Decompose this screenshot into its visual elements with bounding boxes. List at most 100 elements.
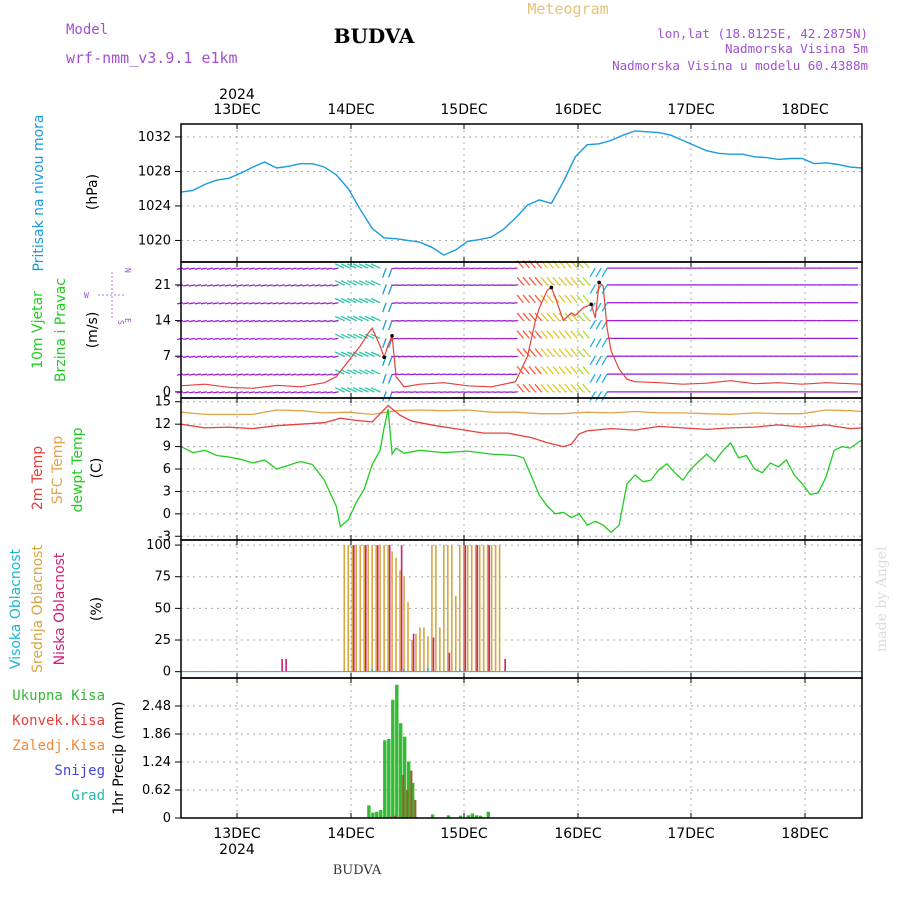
wind-arrow [346,333,357,339]
wind-arrow [439,302,446,304]
wind-arrow [352,387,363,393]
wind-arrow [511,391,518,394]
wind-arrow [534,365,542,375]
wind-arrow [242,284,249,287]
wind-arrow [528,365,536,375]
bottom-year-label: 2024 [219,842,255,858]
wind-arrow [358,315,369,322]
wind-arrow [481,373,488,376]
wind-arrow [176,302,184,305]
wind-arrow [387,302,393,313]
wind-arrow [206,319,213,323]
wind-arrow [340,387,351,393]
wind-arrow [308,391,315,394]
bottom-date-label: 14DEC [327,826,374,842]
wind-arrow [308,284,315,287]
wind-arrow [224,319,231,323]
wind-arrow [212,391,219,394]
wind-arrow [334,280,345,286]
wind-arrow [387,356,393,366]
wind-arrow [290,373,297,376]
wind-arrow [272,337,279,341]
wind-arrow [558,294,566,304]
wind-arrow [182,319,190,323]
wind-arrow [176,391,184,394]
panel-pressure: 1020 1024 1028 1032 [138,124,863,262]
wind-arrow [248,373,255,376]
wind-arrow [314,337,321,341]
wind-arrow [308,337,315,341]
wind-arrow [570,312,578,321]
wind-arrow [334,263,345,269]
wind-arrow [260,267,267,270]
wind-arrow [445,302,452,304]
wind-arrow [194,391,202,394]
precip-bar [458,815,463,818]
wind-arrow [218,284,225,287]
wind-arrow [570,383,578,393]
wind-arrow [540,330,548,339]
wind-arrow [242,267,249,270]
wind-arrow [511,355,518,358]
wind-arrow [176,355,184,358]
wind-arrow [200,284,208,287]
wind-arrow [552,365,560,375]
wind-arrow [346,263,357,269]
wind-arrow [248,319,255,323]
wind-arrow [278,284,285,287]
wind-arrow [272,284,279,287]
panel-temperature: -3 0 3 6 9 12 15 [154,395,863,544]
wind-arrow [511,373,518,376]
wind-arrow [248,302,255,305]
wind-arrow [499,373,506,376]
y-tick-label: 15 [154,395,171,410]
precip-bar [446,815,451,818]
wind-arrow [302,284,309,287]
y-tick-label: 0.62 [142,783,171,798]
precip-bar [486,811,490,818]
wind-arrow [493,302,500,304]
precip-bar [410,770,413,818]
wind-arrow [552,312,560,321]
wind-arrow [387,284,393,295]
y-tick-label: 9 [163,440,171,455]
wind-arrow [224,337,231,341]
wind-arrow [582,312,590,321]
wind-arrow [260,319,267,323]
wind-arrow [445,373,452,376]
wind-arrow [505,373,512,376]
wind-arrow [589,391,596,401]
wind-label-2: Brzina i Pravac [53,278,69,382]
wind-arrow [248,391,255,394]
precip-bar [466,815,471,818]
wind-arrow [260,391,267,394]
wind-arrow [540,365,548,375]
wind-arrow [439,319,446,322]
wind-arrow [528,276,536,286]
wind-arrow [589,302,596,312]
wind-arrow [595,391,602,401]
wind-arrow [260,337,267,341]
meteogram-title: Meteogram [527,0,608,18]
wind-arrow [340,280,351,286]
wind-arrow [540,294,548,304]
wind-arrow [218,302,225,305]
y-tick-label: 0 [163,385,171,400]
wind-arrow [346,369,357,375]
precip-bar [478,815,483,818]
wind-arrow [278,373,285,376]
wind-arrow [230,319,237,323]
wind-arrow [176,373,184,376]
wind-arrow [576,383,584,393]
wind-arrow [188,355,196,358]
cloud-high-label: Visoka Oblacnost [8,548,24,669]
y-tick-label: 25 [154,633,171,648]
wind-arrow [570,348,578,357]
wind-arrow [564,294,572,304]
footer-station: BUDVA [333,863,382,878]
wind-arrow [397,355,405,358]
wind-arrow [364,315,375,322]
wind-arrow [511,302,518,304]
wind-arrow [582,294,590,304]
wind-arrow [499,302,506,304]
